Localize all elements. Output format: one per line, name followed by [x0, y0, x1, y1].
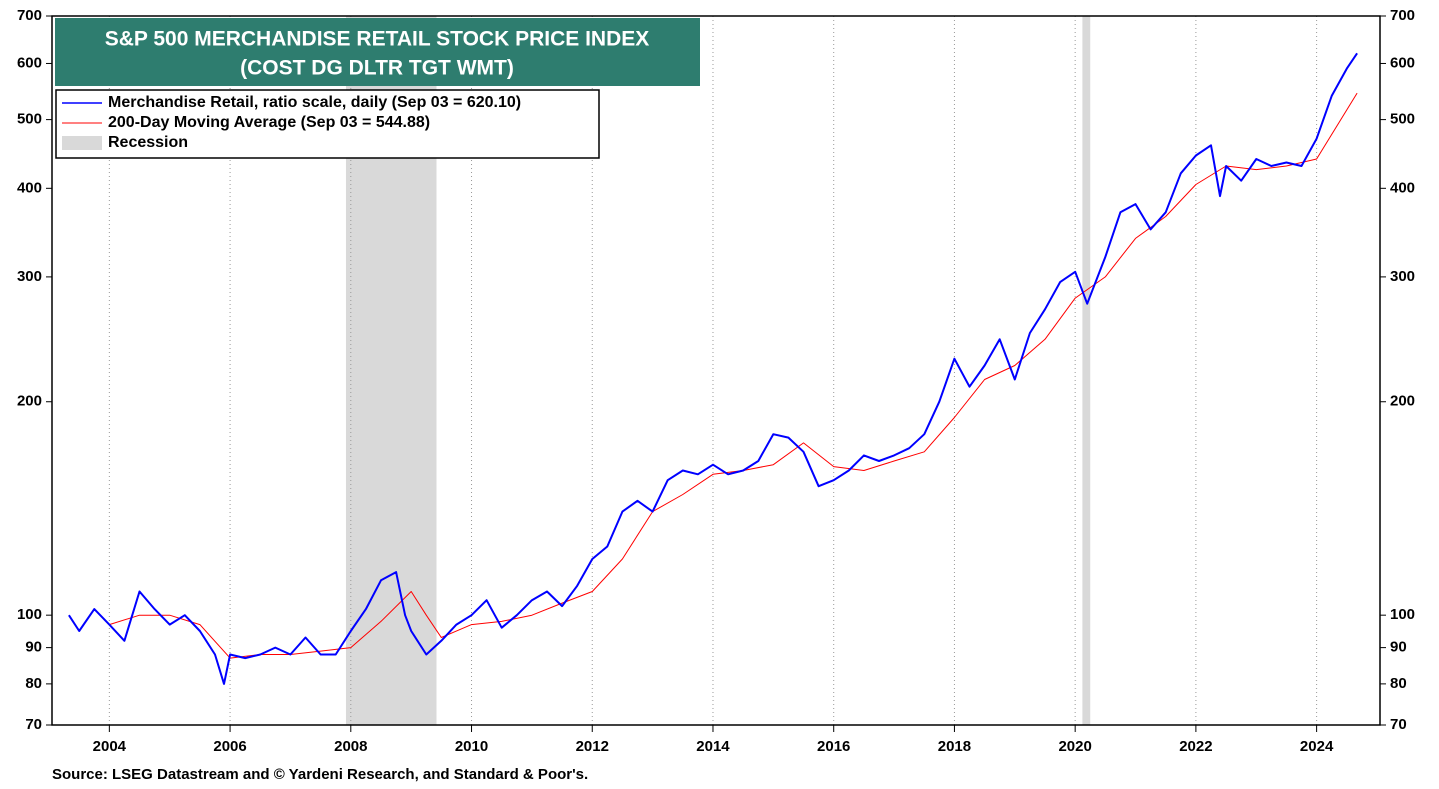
legend-label: Recession — [108, 134, 188, 151]
y-tick-label: 90 — [25, 639, 42, 656]
y-tick-label: 500 — [17, 111, 42, 128]
y-tick-label: 200 — [17, 393, 42, 410]
x-tick-label: 2022 — [1179, 738, 1212, 755]
x-tick-label: 2010 — [455, 738, 488, 755]
y-tick-label: 600 — [17, 54, 42, 71]
y-tick-label: 80 — [25, 675, 42, 692]
series-line — [68, 52, 1358, 685]
y-tick-label: 90 — [1390, 639, 1407, 656]
y-tick-label: 600 — [1390, 54, 1415, 71]
y-tick-label: 300 — [17, 268, 42, 285]
x-tick-label: 2008 — [334, 738, 367, 755]
y-tick-label: 400 — [1390, 179, 1415, 196]
chart-subtitle: (COST DG DLTR TGT WMT) — [240, 57, 514, 80]
y-tick-label: 300 — [1390, 268, 1415, 285]
x-tick-label: 2016 — [817, 738, 850, 755]
y-tick-label: 700 — [17, 7, 42, 24]
recession-band — [1082, 16, 1091, 725]
x-tick-label: 2018 — [938, 738, 971, 755]
y-tick-label: 200 — [1390, 393, 1415, 410]
title-box — [55, 18, 700, 86]
legend-label: Merchandise Retail, ratio scale, daily (… — [108, 94, 521, 111]
x-tick-label: 2020 — [1058, 738, 1091, 755]
x-tick-label: 2012 — [576, 738, 609, 755]
y-tick-label: 100 — [1390, 606, 1415, 623]
legend-swatch — [62, 136, 102, 150]
y-tick-label: 80 — [1390, 675, 1407, 692]
y-tick-label: 400 — [17, 179, 42, 196]
source-note: Source: LSEG Datastream and © Yardeni Re… — [52, 766, 588, 783]
y-tick-label: 500 — [1390, 111, 1415, 128]
legend-label: 200-Day Moving Average (Sep 03 = 544.88) — [108, 114, 430, 131]
x-tick-label: 2006 — [213, 738, 246, 755]
series-line — [109, 92, 1358, 659]
plot-frame — [51, 15, 1381, 726]
y-tick-label: 100 — [17, 606, 42, 623]
y-tick-label: 70 — [1390, 716, 1407, 733]
x-tick-label: 2024 — [1300, 738, 1334, 755]
y-tick-label: 70 — [25, 716, 42, 733]
x-tick-label: 2014 — [696, 738, 730, 755]
chart-title: S&P 500 MERCHANDISE RETAIL STOCK PRICE I… — [105, 28, 650, 51]
x-tick-label: 2004 — [93, 738, 127, 755]
y-tick-label: 700 — [1390, 7, 1415, 24]
legend — [55, 89, 600, 159]
